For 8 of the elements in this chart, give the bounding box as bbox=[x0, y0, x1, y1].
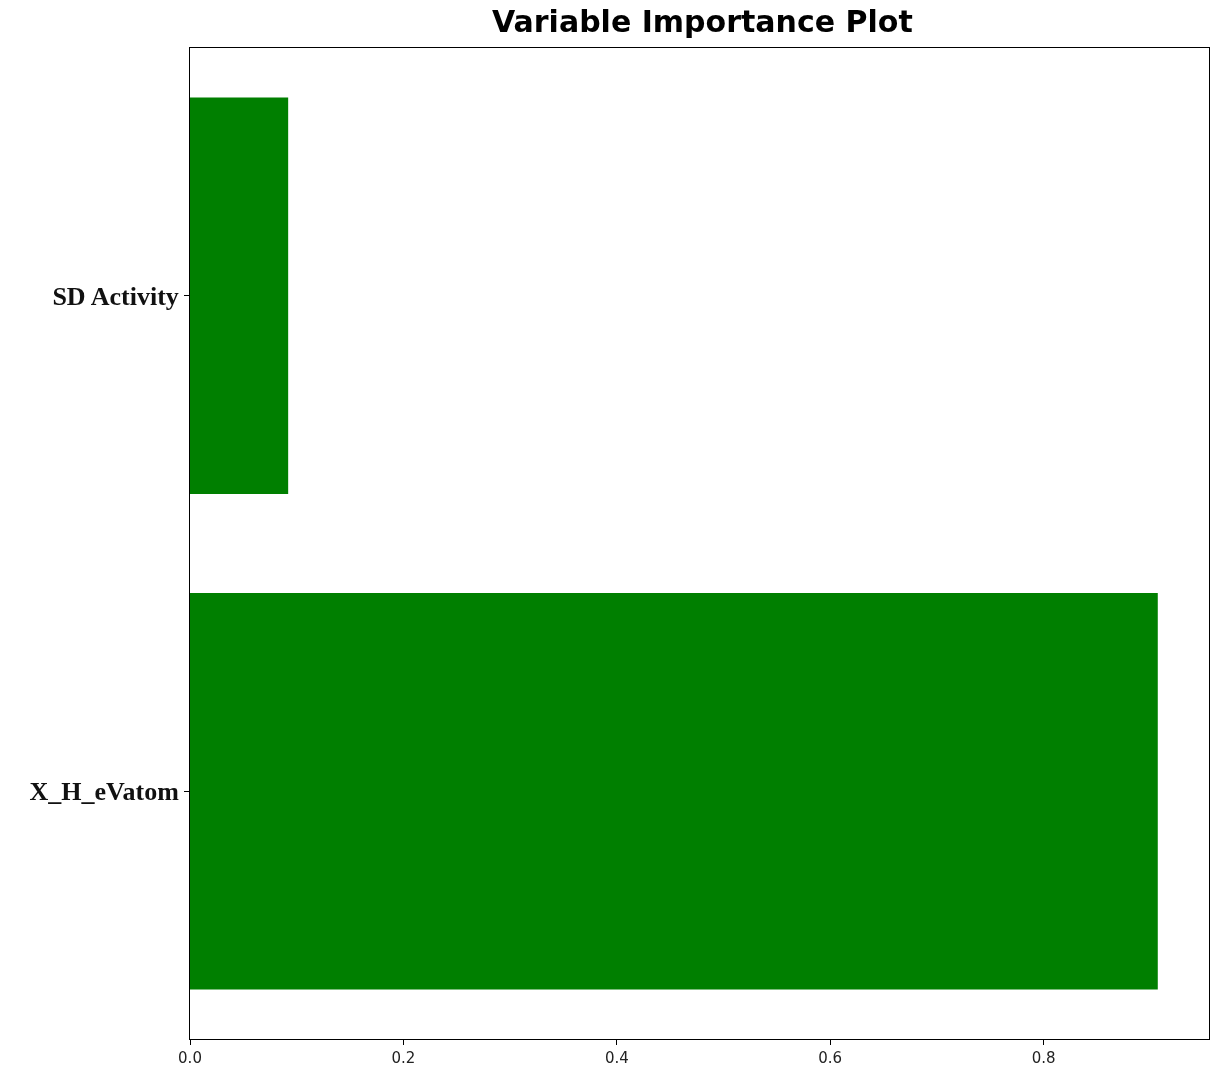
x-tick-label: 0.0 bbox=[178, 1049, 202, 1067]
x-tick-label: 0.2 bbox=[391, 1049, 416, 1067]
x-tick-label: 0.8 bbox=[1031, 1049, 1056, 1067]
y-tick-label: SD Activity bbox=[52, 281, 179, 311]
y-tick-label: X_H_eVatom bbox=[29, 777, 180, 807]
chart-title: Variable Importance Plot bbox=[492, 3, 913, 39]
x-tick-label: 0.4 bbox=[604, 1049, 629, 1067]
x-tick-label: 0.6 bbox=[818, 1049, 843, 1067]
